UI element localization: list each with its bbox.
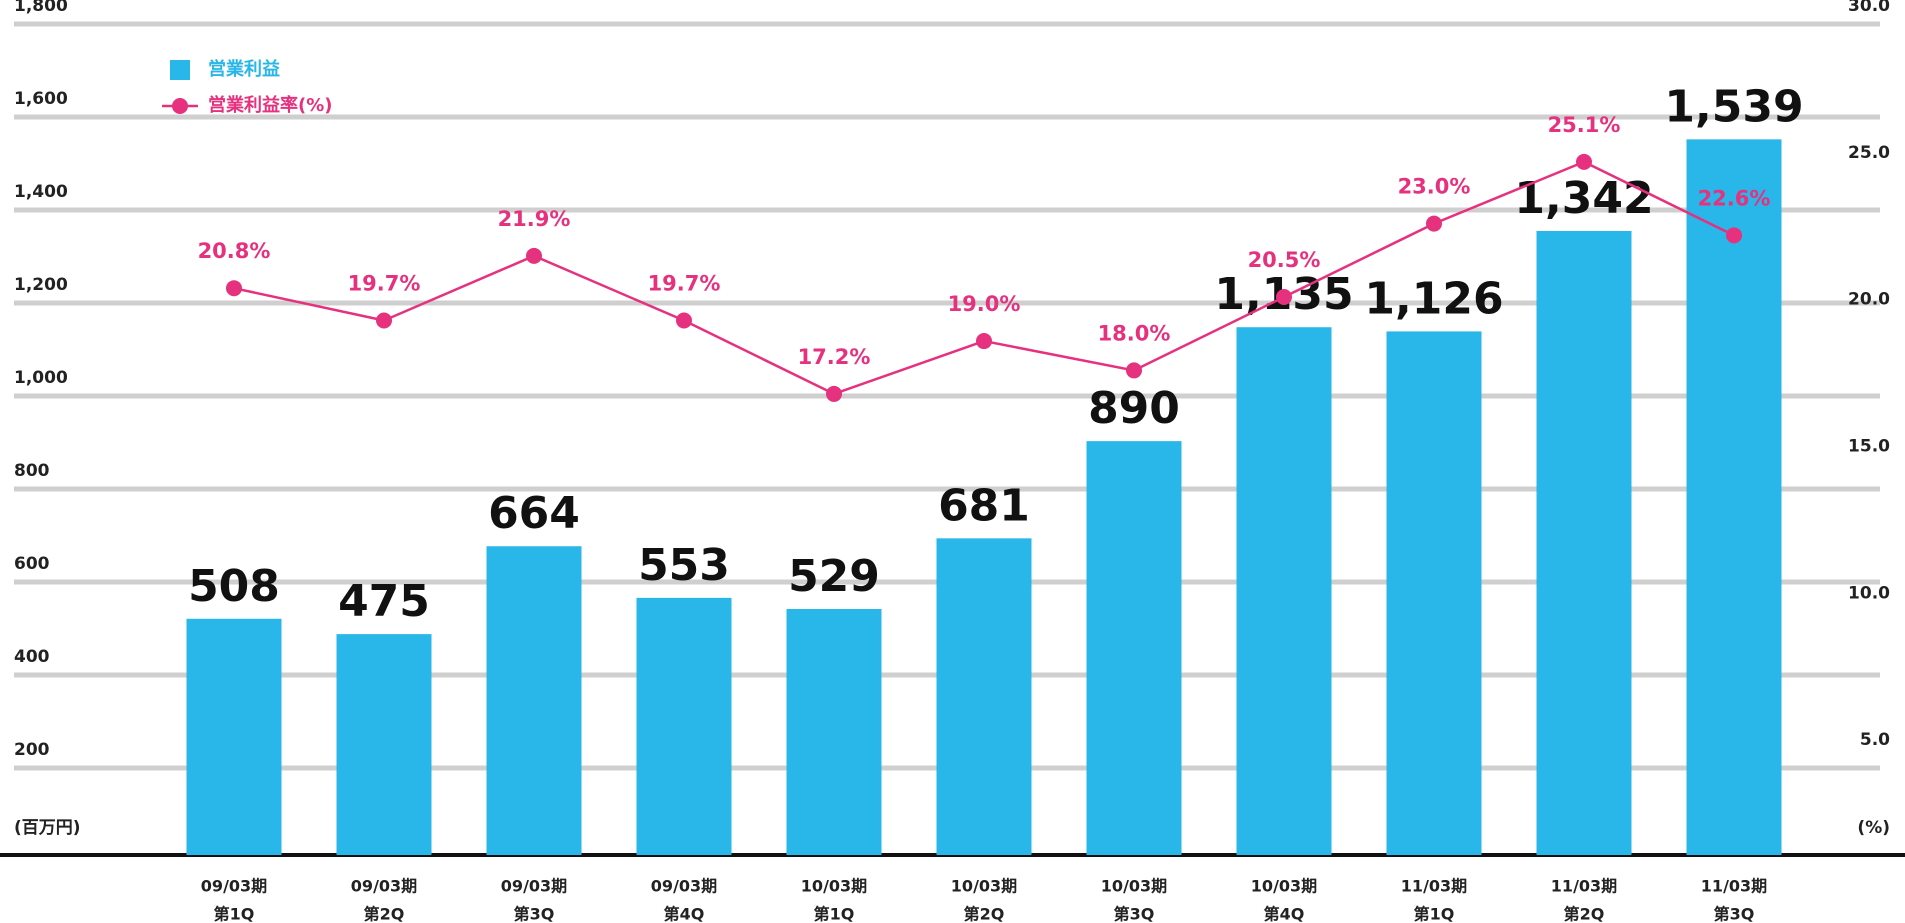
line-point xyxy=(1576,153,1592,170)
line-value-label: 19.0% xyxy=(948,292,1021,316)
x-tick-label: 第1Q xyxy=(1414,905,1455,923)
bar-value-label: 529 xyxy=(788,551,880,602)
line-value-label: 19.7% xyxy=(648,271,721,295)
x-tick-label: 09/03期 xyxy=(501,877,567,896)
line-value-label: 23.0% xyxy=(1398,175,1471,199)
x-tick-label: 第3Q xyxy=(514,905,555,923)
bar-value-label: 890 xyxy=(1088,383,1180,434)
line-value-label: 22.6% xyxy=(1698,186,1771,210)
line-point xyxy=(1126,362,1142,379)
y-tick-label: 1,200 xyxy=(14,275,68,295)
x-tick-label: 11/03期 xyxy=(1701,877,1767,896)
x-tick-label: 09/03期 xyxy=(651,877,717,896)
bar xyxy=(186,618,282,855)
x-tick-label: 第1Q xyxy=(814,905,855,923)
bar-value-label: 508 xyxy=(188,561,280,612)
bar-value-label: 553 xyxy=(638,540,730,591)
bar-value-label: 1,539 xyxy=(1664,81,1803,132)
line-value-label: 25.1% xyxy=(1548,113,1621,137)
y2-tick-label: 10.0 xyxy=(1848,583,1890,603)
bar xyxy=(786,609,882,855)
line-point xyxy=(1726,227,1742,244)
line xyxy=(233,160,1735,396)
line-value-label: 17.2% xyxy=(798,345,871,369)
x-tick-label: 09/03期 xyxy=(351,877,417,896)
bar xyxy=(1236,327,1332,856)
bar xyxy=(1086,441,1182,855)
legend-label: 営業利益 xyxy=(208,58,280,80)
x-tick-label: 第3Q xyxy=(1714,905,1755,923)
x-tick-label: 第2Q xyxy=(964,905,1005,923)
y2-axis-label: (%) xyxy=(1857,818,1890,838)
bar-value-label: 664 xyxy=(488,488,580,539)
line-value-label: 19.7% xyxy=(348,271,421,295)
x-tick-label: 第2Q xyxy=(1564,905,1605,923)
x-tick-label: 11/03期 xyxy=(1551,877,1617,896)
line-point xyxy=(976,333,992,350)
x-tick-label: 第4Q xyxy=(664,905,705,923)
bar xyxy=(336,634,432,855)
y2-tick-label: 25.0 xyxy=(1848,143,1890,163)
y2-tick-label: 5.0 xyxy=(1860,730,1890,750)
bar xyxy=(936,538,1032,855)
bar xyxy=(1686,139,1782,856)
line-point xyxy=(1426,215,1442,232)
x-tick-label: 10/03期 xyxy=(1251,877,1317,896)
y-tick-label: 800 xyxy=(14,461,50,481)
y-axis-label: (百万円) xyxy=(14,818,81,838)
y-tick-label: 1,800 xyxy=(14,0,68,16)
y2-tick-label: 20.0 xyxy=(1848,290,1890,310)
y2-tick-label: 30.0 xyxy=(1848,0,1890,16)
bar xyxy=(636,597,732,855)
bar-value-label: 681 xyxy=(938,480,1030,531)
y-tick-label: 200 xyxy=(14,740,50,760)
bar-value-label: 475 xyxy=(338,576,430,627)
y-tick-label: 1,600 xyxy=(14,89,68,109)
bar xyxy=(486,546,582,855)
legend-swatch xyxy=(172,98,188,114)
x-tick-label: 11/03期 xyxy=(1401,877,1467,896)
line-point xyxy=(1276,289,1292,305)
line-point xyxy=(826,385,842,402)
bar xyxy=(1536,230,1632,856)
y-tick-label: 400 xyxy=(14,647,50,667)
x-tick-label: 10/03期 xyxy=(951,877,1017,896)
line-point xyxy=(526,247,542,264)
line-value-label: 21.9% xyxy=(498,207,571,231)
x-tick-label: 第4Q xyxy=(1264,905,1305,923)
line-value-label: 18.0% xyxy=(1098,321,1171,345)
y-tick-label: 1,400 xyxy=(14,182,68,202)
legend-swatch xyxy=(170,60,190,80)
line-point xyxy=(226,280,242,297)
x-tick-label: 10/03期 xyxy=(1101,877,1167,896)
legend-label: 営業利益率(%) xyxy=(208,94,333,116)
bar-value-label: 1,126 xyxy=(1364,273,1503,324)
y2-tick-label: 15.0 xyxy=(1848,437,1890,457)
x-tick-label: 第2Q xyxy=(364,905,405,923)
x-tick-label: 10/03期 xyxy=(801,877,867,896)
line-value-label: 20.5% xyxy=(1248,248,1321,272)
line-point xyxy=(676,312,692,329)
x-tick-label: 09/03期 xyxy=(201,877,267,896)
y-tick-label: 600 xyxy=(14,554,50,574)
x-tick-label: 第3Q xyxy=(1114,905,1155,923)
x-tick-label: 第1Q xyxy=(214,905,255,923)
line-value-label: 20.8% xyxy=(198,239,271,263)
y-tick-label: 1,000 xyxy=(14,368,68,388)
line-point xyxy=(376,312,392,329)
bar xyxy=(1386,331,1482,855)
